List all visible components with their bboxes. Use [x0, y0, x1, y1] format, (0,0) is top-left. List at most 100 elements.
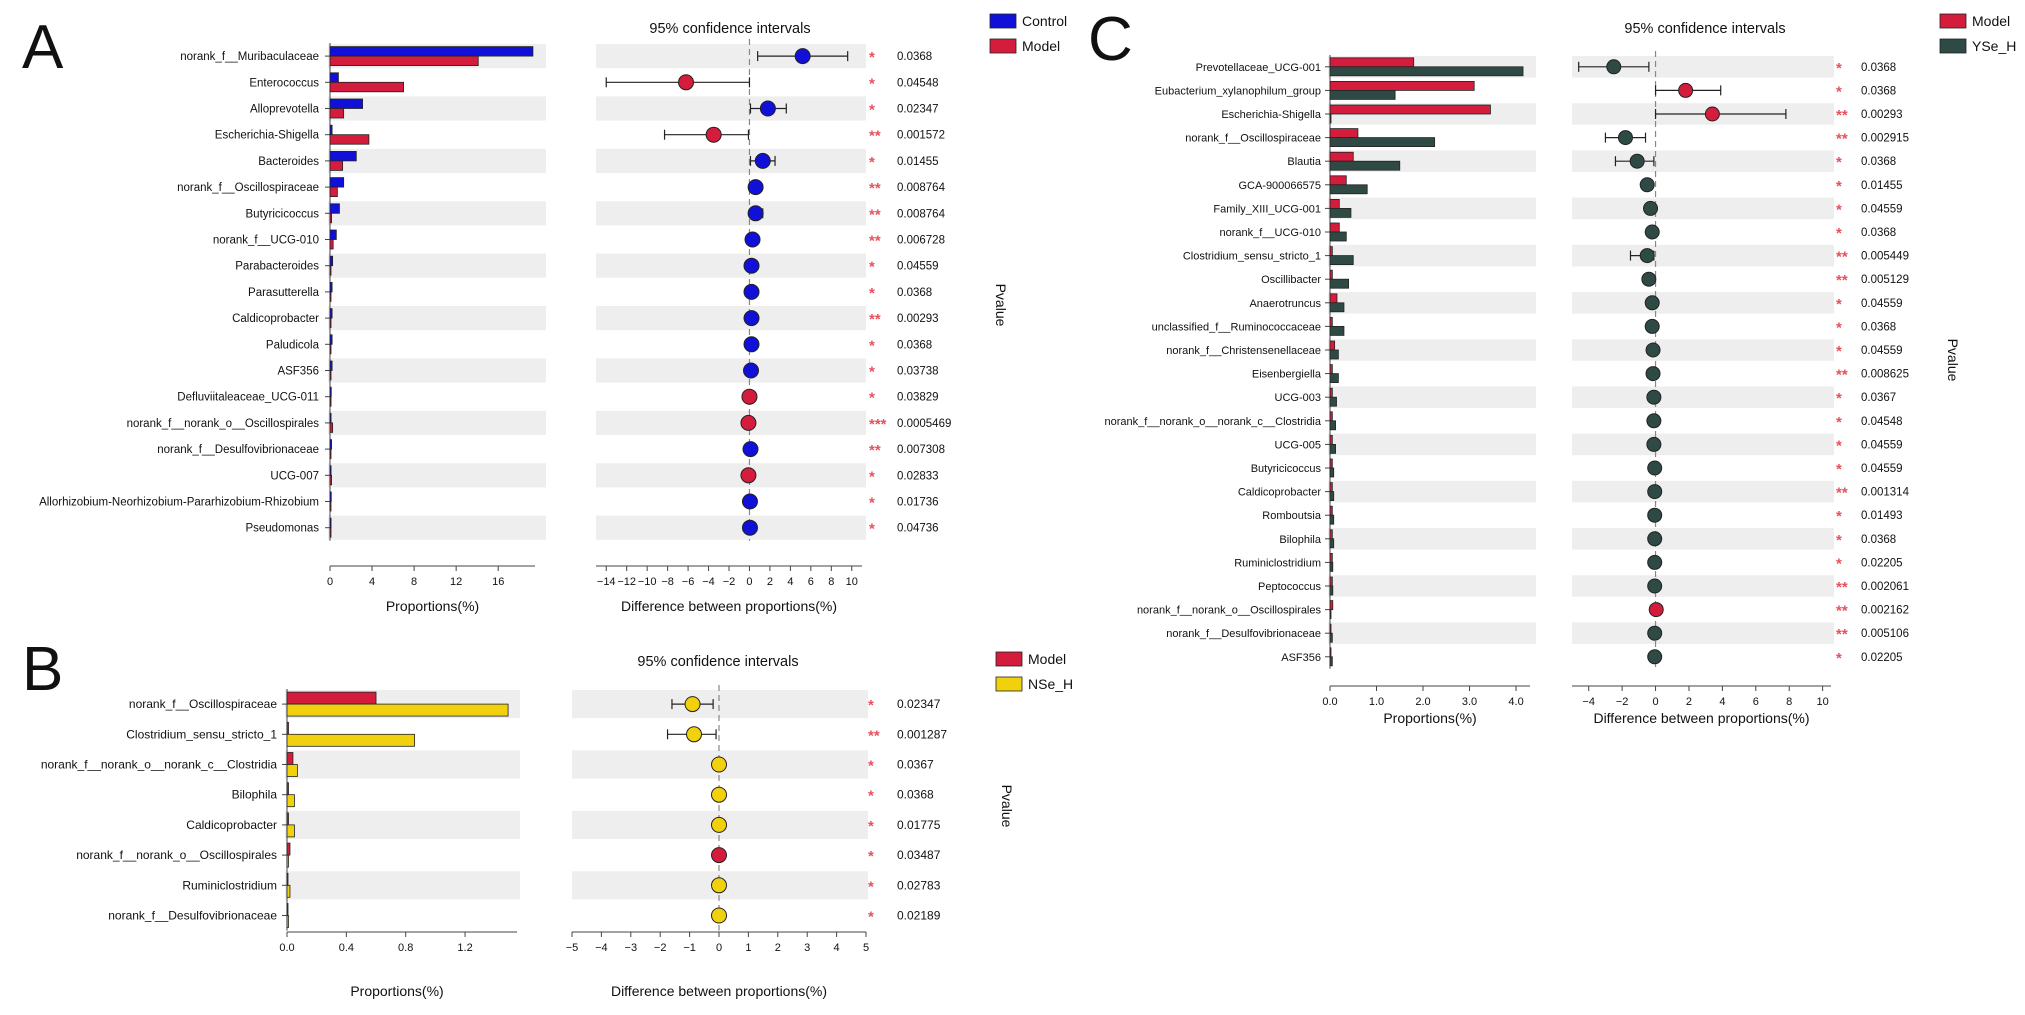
- bar-yse-h: [1329, 278, 1350, 289]
- ci-point-yse-h: [1644, 318, 1660, 334]
- bar-yse-h: [1329, 373, 1339, 384]
- row-stripe-bar: [328, 148, 546, 173]
- ci-point-yse-h: [1606, 59, 1622, 75]
- bar-x-tick-label: 3.0: [1462, 696, 1477, 708]
- ci-point-yse-h: [1617, 130, 1633, 146]
- ci-x-axis-title: Difference between proportions(%): [621, 598, 837, 614]
- row-stripe-bar: [1328, 528, 1536, 550]
- ci-point-nse-h: [684, 696, 701, 713]
- p-value: 0.01455: [897, 156, 939, 168]
- row-stripe-ci: [1572, 480, 1834, 503]
- p-value: 0.0368: [897, 339, 932, 351]
- category-label: Eubacterium_xylanophilum_group: [1155, 85, 1321, 97]
- bar-model: [1329, 104, 1491, 115]
- ci-point-nse-h: [711, 786, 727, 803]
- significance-stars: **: [1836, 603, 1848, 620]
- legend-label: YSe_H: [1972, 38, 2016, 54]
- bar-x-tick-label: 1.0: [1369, 696, 1384, 708]
- ci-point-yse-h: [1647, 460, 1663, 476]
- bar-control: [329, 360, 333, 371]
- category-label: Escherichia-Shigella: [1221, 109, 1322, 121]
- ci-x-tick-label: 8: [828, 576, 834, 588]
- ci-point-yse-h: [1647, 531, 1663, 547]
- significance-stars: *: [869, 337, 875, 354]
- row-stripe-bar: [1328, 244, 1536, 267]
- row-stripe-ci: [1572, 56, 1834, 78]
- ci-point-model: [1704, 106, 1720, 122]
- significance-stars: **: [1836, 367, 1848, 384]
- category-label: Defluviitaleaceae_UCG-011: [177, 392, 319, 404]
- p-value: 0.04559: [1861, 298, 1903, 310]
- bar-model: [1329, 553, 1333, 563]
- bar-model: [286, 842, 291, 856]
- bar-model: [329, 501, 332, 512]
- p-value: 0.002915: [1861, 133, 1909, 145]
- p-value: 0.005106: [1861, 628, 1909, 640]
- bar-control: [329, 255, 334, 267]
- category-label: Peptococcus: [1258, 581, 1321, 593]
- ci-x-tick-label: 0: [1652, 696, 1658, 708]
- category-label: norank_f__norank_o__norank_c__Clostridia: [41, 758, 277, 772]
- bar-control: [329, 334, 333, 345]
- row-stripe-ci: [1572, 292, 1834, 314]
- ci-x-tick-label: 0: [716, 942, 722, 954]
- ci-x-tick-label: 5: [863, 942, 869, 954]
- bar-model: [1329, 623, 1332, 634]
- chart-title: 95% confidence intervals: [1624, 21, 1785, 37]
- bar-yse-h: [1329, 184, 1368, 195]
- p-value: 0.03738: [897, 366, 939, 378]
- bar-yse-h: [1329, 514, 1335, 525]
- p-value: 0.03829: [897, 392, 939, 404]
- bar-model: [329, 81, 404, 93]
- ci-point-yse-h: [1644, 295, 1660, 311]
- bar-nse-h: [286, 854, 289, 868]
- category-label: norank_f__Oscillospiraceae: [1185, 133, 1321, 145]
- bar-model: [286, 752, 294, 765]
- bar-nse-h: [286, 733, 416, 747]
- ci-point-control: [754, 152, 771, 169]
- row-stripe-ci: [596, 306, 866, 331]
- ci-point-control: [742, 362, 759, 379]
- p-value: 0.002162: [1861, 605, 1909, 617]
- bar-x-tick-label: 0.0: [1322, 696, 1337, 708]
- bar-x-tick-label: 8: [411, 576, 417, 588]
- ci-x-axis-title: Difference between proportions(%): [1593, 710, 1809, 726]
- category-label: norank_f__UCG-010: [1219, 227, 1321, 239]
- category-label: Prevotellaceae_UCG-001: [1196, 62, 1321, 74]
- row-stripe-ci: [1572, 150, 1834, 172]
- bar-model: [329, 108, 345, 119]
- category-label: Ruminiclostridium: [182, 878, 277, 892]
- category-label: Ruminiclostridium: [1234, 557, 1321, 569]
- bar-model: [1329, 529, 1333, 540]
- bar-control: [329, 439, 332, 450]
- ci-point-model: [740, 467, 757, 484]
- bar-x-axis-title: Proportions(%): [386, 598, 479, 614]
- bar-model: [1329, 340, 1336, 351]
- category-label: UCG-007: [270, 470, 319, 482]
- ci-point-control: [741, 519, 758, 536]
- panel-letter: A: [22, 13, 64, 82]
- row-stripe-bar: [285, 871, 520, 900]
- significance-stars: *: [1836, 532, 1842, 549]
- significance-stars: **: [869, 233, 881, 250]
- legend-label: Model: [1972, 13, 2010, 29]
- ci-x-tick-label: −2: [1616, 696, 1629, 708]
- p-value: 0.001314: [1861, 487, 1910, 499]
- bar-nse-h: [286, 824, 295, 838]
- significance-stars: **: [1836, 272, 1848, 289]
- row-stripe-ci: [596, 96, 866, 121]
- ci-point-yse-h: [1646, 413, 1662, 429]
- ci-point-yse-h: [1644, 224, 1660, 240]
- row-stripe-ci: [1572, 622, 1834, 644]
- bar-model: [329, 422, 334, 433]
- p-value: 0.02189: [897, 909, 941, 923]
- row-stripe-bar: [328, 410, 546, 435]
- significance-stars: *: [868, 848, 874, 865]
- p-value: 0.02205: [1861, 652, 1903, 664]
- bar-model: [329, 239, 334, 250]
- ci-point-model: [741, 388, 758, 405]
- significance-stars: *: [1836, 296, 1842, 313]
- bar-control: [329, 281, 333, 293]
- p-value: 0.0005469: [897, 418, 951, 430]
- significance-stars: **: [869, 311, 881, 328]
